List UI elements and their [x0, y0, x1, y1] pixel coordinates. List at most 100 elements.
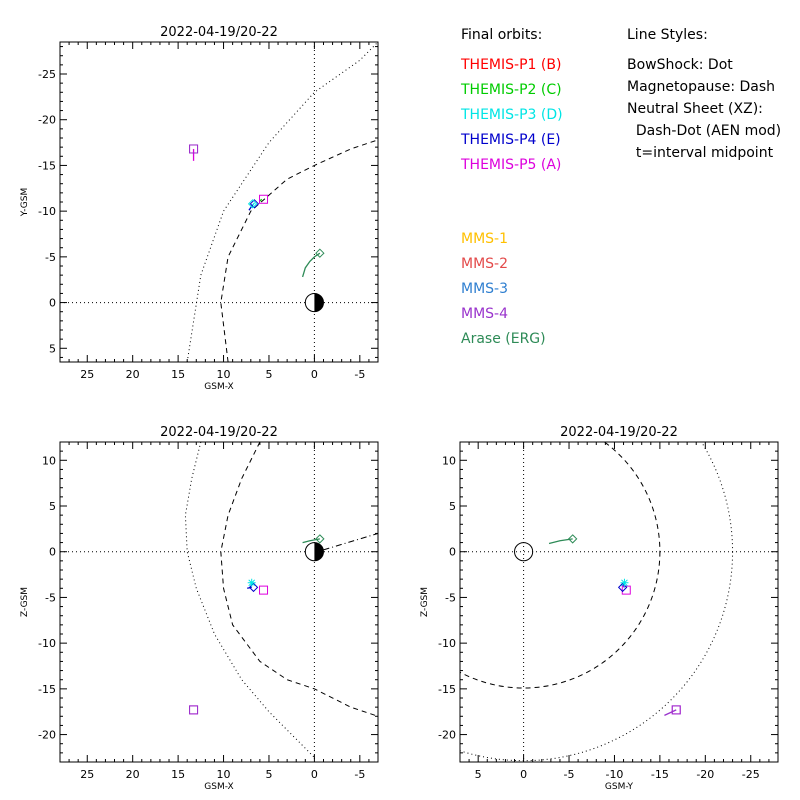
marker-square [259, 585, 269, 595]
plot-title: 2022-04-19/20-22 [160, 425, 278, 440]
legend-orbit-item-0: THEMIS-P1 (B) [461, 57, 562, 73]
bowshock-curve [186, 42, 378, 362]
y-tick-label: 5 [49, 500, 56, 513]
plot-frame [459, 441, 779, 763]
y-tick-label: -5 [45, 251, 56, 264]
x-tick-label: 25 [80, 368, 94, 381]
magnetopause-curve [460, 442, 661, 689]
y-tick-label: -20 [38, 729, 56, 742]
plot-frame [59, 441, 379, 763]
x-tick-label: -5 [354, 768, 365, 781]
y-axis-label: Y-GSM [20, 188, 30, 217]
plot-area [60, 42, 378, 362]
legend-orbit-item-3: THEMIS-P4 (E) [461, 132, 561, 148]
legend-orbits-title: Final orbits: [461, 27, 543, 43]
earth-night-side [314, 542, 324, 561]
x-tick-label: 5 [475, 768, 482, 781]
bowshock-curve [184, 442, 315, 758]
legend-mission-item-4: Arase (ERG) [461, 331, 546, 347]
legend-orbit-item-2: THEMIS-P3 (D) [461, 107, 563, 123]
x-tick-label: -5 [354, 368, 365, 381]
x-tick-label: 20 [126, 768, 140, 781]
x-tick-label: 25 [80, 768, 94, 781]
plot-area [460, 442, 778, 762]
y-tick-label: 0 [49, 546, 56, 559]
y-axis-label: Z-GSM [20, 587, 30, 617]
legend-style-item-0: BowShock: Dot [627, 57, 733, 73]
x-tick-label: 0 [311, 768, 318, 781]
y-tick-label: -10 [38, 637, 56, 650]
legend-styles-title: Line Styles: [627, 27, 708, 43]
marker-asterisk [247, 578, 256, 587]
legend-style-item-1: Magnetopause: Dash [627, 79, 776, 95]
plot-title: 2022-04-19/20-22 [160, 25, 278, 40]
marker-square [189, 144, 199, 154]
marker-square [189, 705, 199, 715]
x-tick-label: 15 [171, 768, 185, 781]
legend-mission-item-0: MMS-1 [461, 231, 509, 247]
neutral-sheet-curve [323, 532, 378, 551]
y-tick-label: -5 [445, 591, 456, 604]
marker-diamond [315, 248, 325, 258]
x-tick-label: -25 [742, 768, 760, 781]
x-axis-label: GSM-X [204, 782, 233, 792]
x-tick-label: 0 [520, 768, 527, 781]
plot-xy: 25 20 15 10 5 0 -5 5 0 -5 -10 -15 -20 -25 2022-04-19/2… [20, 25, 379, 392]
marker-diamond [249, 199, 260, 209]
x-tick-label: -15 [651, 768, 669, 781]
x-tick-label: 10 [217, 368, 231, 381]
legend-mission-item-2: MMS-3 [461, 281, 509, 297]
magnetopause-curve [220, 139, 378, 362]
x-tick-label: 15 [171, 368, 185, 381]
x-tick-label: 10 [217, 768, 231, 781]
marker-diamond [617, 582, 628, 593]
y-tick-label: 10 [42, 454, 56, 467]
legend-mission-item-1: MMS-2 [461, 256, 509, 272]
earth-icon [514, 542, 534, 562]
y-axis-label: Z-GSM [420, 587, 430, 617]
marker-diamond [248, 582, 259, 593]
x-tick-label: -5 [564, 768, 575, 781]
legend-mission-item-3: MMS-4 [461, 306, 509, 322]
plot-title: 2022-04-19/20-22 [560, 425, 678, 440]
legend-style-item-2: Neutral Sheet (XZ): [627, 101, 763, 117]
orbit-track [664, 709, 677, 716]
marker-square [259, 194, 269, 204]
marker-square [621, 585, 631, 595]
x-tick-label: 5 [265, 768, 272, 781]
y-tick-label: -10 [38, 205, 56, 218]
x-tick-label: 5 [265, 368, 272, 381]
x-tick-label: -20 [696, 768, 714, 781]
legend-style-item-4: t=interval midpoint [627, 145, 774, 161]
y-tick-label: 5 [49, 342, 56, 355]
x-tick-label: 0 [311, 368, 318, 381]
orbit-track [548, 538, 573, 545]
earth-night-side [314, 293, 324, 312]
marker-asterisk [620, 578, 629, 587]
y-tick-label: -15 [438, 683, 456, 696]
legend-orbit-item-1: THEMIS-P2 (C) [461, 82, 562, 98]
plot-frame [59, 41, 379, 363]
plot-yz: 5 0 -5 -10 -15 -20 -25 10 5 0 -5 -10 -15 -20 2022-04-1… [420, 425, 779, 792]
marker-square [189, 705, 199, 715]
y-tick-label: 10 [442, 454, 456, 467]
x-tick-label: -10 [605, 768, 623, 781]
marker-diamond [315, 534, 325, 544]
orbit-track [301, 252, 321, 278]
marker-diamond [567, 534, 578, 544]
x-axis-label: GSM-Y [605, 782, 634, 792]
y-tick-label: -25 [38, 68, 56, 81]
plot-area [60, 442, 378, 762]
y-tick-label: -20 [38, 114, 56, 127]
y-tick-label: -20 [438, 729, 456, 742]
y-tick-label: -5 [45, 591, 56, 604]
y-tick-label: -10 [438, 637, 456, 650]
legend-orbit-item-4: THEMIS-P5 (A) [461, 157, 562, 173]
x-tick-label: 20 [126, 368, 140, 381]
y-tick-label: 0 [49, 297, 56, 310]
plot-xz: 25 20 15 10 5 0 -5 10 5 0 -5 -10 -15 -20 2022-04-19/20… [20, 425, 379, 792]
marker-diamond [247, 199, 258, 209]
x-axis-label: GSM-X [204, 382, 233, 392]
y-tick-label: -15 [38, 683, 56, 696]
